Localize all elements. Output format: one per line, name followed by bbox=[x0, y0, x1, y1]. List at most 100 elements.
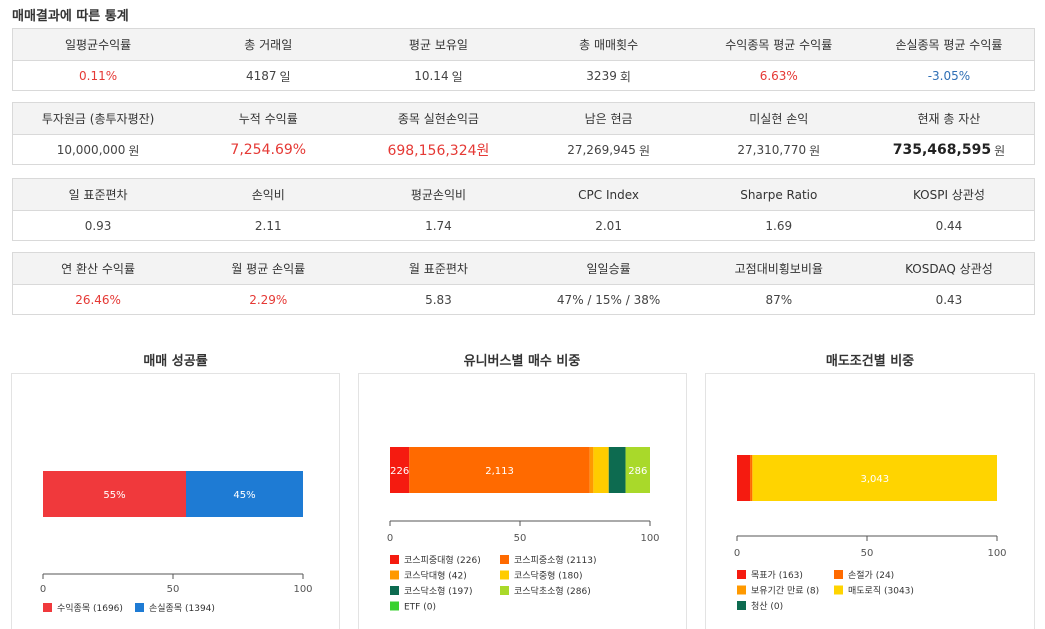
stat-value-cell: 0.44 bbox=[864, 211, 1034, 241]
stat-value: 7,254.69% bbox=[230, 142, 307, 158]
stat-value: 27,269,945 bbox=[567, 143, 636, 157]
stat-label: 월 평균 손익률 bbox=[231, 262, 306, 276]
stats-table-1: 일평균수익률 총 거래일 평균 보유일 총 매매횟수 수익종목 평균 수익률 손실종목 평… bbox=[12, 28, 1035, 91]
stat-label: 연 환산 수익률 bbox=[61, 262, 136, 276]
stat-value-cell: 3239 회 bbox=[524, 61, 694, 91]
legend-swatch bbox=[500, 586, 509, 595]
legend-label[interactable]: 코스피중소형 (2113) bbox=[514, 555, 596, 566]
bar-segment-5[interactable] bbox=[625, 447, 650, 493]
stats-header-row: 투자원금 (총투자평잔) 누적 수익률 종목 실현손익금 남은 현금 미실현 손익 현재 … bbox=[13, 103, 1034, 135]
stat-value-cell: 1.74 bbox=[353, 211, 523, 241]
stat-value-cell: 5.83 bbox=[353, 285, 523, 315]
x-tick-label: 100 bbox=[640, 533, 659, 544]
stat-value: -3.05% bbox=[927, 69, 971, 83]
legend-label[interactable]: 코스닥대형 (42) bbox=[404, 571, 467, 582]
x-tick-label: 50 bbox=[514, 533, 527, 544]
stat-unit: 원 bbox=[638, 143, 650, 158]
legend-label[interactable]: ETF (0) bbox=[404, 603, 436, 613]
stat-value: 698,156,324원 bbox=[387, 143, 490, 159]
stat-label: 손익비 bbox=[251, 188, 285, 202]
x-tick-label: 50 bbox=[167, 584, 180, 595]
legend-swatch bbox=[737, 570, 746, 579]
stat-value: 10.14 bbox=[414, 69, 449, 83]
bar-segment-0[interactable] bbox=[737, 455, 751, 501]
bar-segment-0[interactable] bbox=[43, 471, 186, 517]
stat-value: 87% bbox=[765, 293, 793, 307]
stat-label: 총 거래일 bbox=[244, 38, 293, 52]
stat-label: 평균손익비 bbox=[410, 188, 467, 202]
bar-segment-0[interactable] bbox=[390, 447, 410, 493]
stat-label: CPC Index bbox=[578, 187, 640, 202]
bar-segment-1[interactable] bbox=[409, 447, 590, 493]
stat-label: 남은 현금 bbox=[584, 112, 633, 126]
stat-value-cell: 2.11 bbox=[183, 211, 353, 241]
stat-value: 5.83 bbox=[425, 293, 452, 307]
stat-unit: 원 bbox=[994, 143, 1006, 158]
legend-label[interactable]: 손실종목 (1394) bbox=[149, 603, 215, 614]
x-tick-label: 50 bbox=[861, 548, 874, 559]
stat-value: 2.01 bbox=[595, 219, 622, 233]
legend-label[interactable]: 코스닥소형 (197) bbox=[404, 586, 472, 597]
data-label: 226 bbox=[390, 466, 409, 477]
stat-value-cell: 2.01 bbox=[524, 211, 694, 241]
stat-value: 0.43 bbox=[935, 293, 963, 307]
stat-value: 4187 bbox=[245, 69, 277, 83]
legend-swatch bbox=[390, 555, 399, 564]
legend-swatch bbox=[390, 570, 399, 580]
page-title: 매매결과에 따른 통계 bbox=[12, 9, 129, 24]
stats-value-row: 10,000,000 원 7,254.69% 698,156,324원 27,269,9… bbox=[13, 135, 1034, 165]
legend-label[interactable]: 보유기간 만료 (8) bbox=[751, 586, 819, 597]
stat-value: 6.63% bbox=[759, 69, 798, 83]
stats-value-row: 26.46% 2.29% 5.83 47% / 15% / 38% 87% 0.43 bbox=[13, 285, 1034, 315]
stat-label: 일 표준편차 bbox=[68, 188, 128, 202]
chart-title-universe-buy: 유니버스별 매수 비중 bbox=[463, 354, 581, 369]
legend-label[interactable]: 청산 (0) bbox=[751, 601, 783, 612]
legend-label[interactable]: 매도로직 (3043) bbox=[848, 586, 914, 597]
stat-label: 일일승률 bbox=[586, 262, 631, 276]
stat-value: 0.11% bbox=[79, 69, 118, 83]
stat-value: 0.44 bbox=[935, 219, 963, 233]
legend-label[interactable]: 코스피중대형 (226) bbox=[404, 555, 481, 566]
x-tick-label: 0 bbox=[40, 584, 46, 595]
legend-label[interactable]: 목표가 (163) bbox=[751, 570, 803, 581]
stat-value-cell: 0.93 bbox=[13, 211, 183, 241]
stat-unit: 일 bbox=[451, 69, 463, 84]
data-label: 2,113 bbox=[485, 466, 514, 477]
stat-value-cell: 10,000,000 원 bbox=[13, 135, 183, 165]
stat-value: 735,468,595 bbox=[892, 142, 992, 158]
stat-label: KOSDAQ 상관성 bbox=[905, 262, 993, 276]
stat-value-cell: -3.05% bbox=[864, 61, 1034, 91]
stat-value-cell: 1.69 bbox=[694, 211, 864, 241]
bar-segment-2[interactable] bbox=[752, 455, 753, 501]
bar-segment-1[interactable] bbox=[750, 455, 753, 501]
bar-segment-2[interactable] bbox=[589, 447, 594, 493]
data-label: 55% bbox=[103, 490, 125, 501]
stat-value-cell: 7,254.69% bbox=[183, 135, 353, 165]
stats-table-2: 투자원금 (총투자평잔) 누적 수익률 종목 실현손익금 남은 현금 미실현 손익 현재 … bbox=[12, 102, 1035, 165]
stat-label: Sharpe Ratio bbox=[740, 187, 818, 202]
legend-label[interactable]: 코스닥초소형 (286) bbox=[514, 586, 591, 597]
legend-label[interactable]: 손절가 (24) bbox=[848, 569, 894, 581]
stat-value-cell: 10.14 일 bbox=[353, 61, 523, 91]
legend-swatch bbox=[500, 570, 509, 580]
chart-panel-success-rate: 55% 45% 0 50 100 수익종목 (1696) 손실종목 (1394) bbox=[11, 373, 340, 629]
stat-label: 월 표준편차 bbox=[408, 262, 468, 276]
stat-value-cell: 4187 일 bbox=[183, 61, 353, 91]
x-tick-label: 100 bbox=[293, 584, 312, 595]
legend-label[interactable]: 수익종목 (1696) bbox=[57, 602, 123, 614]
bar-segment-1[interactable] bbox=[186, 471, 303, 517]
legend-label[interactable]: 코스닥중형 (180) bbox=[514, 571, 582, 582]
bar-segment-4[interactable] bbox=[608, 447, 626, 493]
data-label: 45% bbox=[233, 490, 255, 501]
stats-table-4: 연 환산 수익률 월 평균 손익률 월 표준편차 일일승률 고점대비횡보비율 KOSDAQ… bbox=[12, 252, 1035, 315]
legend-swatch bbox=[43, 603, 52, 612]
stats-value-row: 0.11% 4187 일 10.14 일 3239 회 6.63% -3.05% bbox=[13, 61, 1034, 91]
stat-label: KOSPI 상관성 bbox=[912, 188, 985, 202]
stat-value: 10,000,000 bbox=[56, 143, 126, 157]
bar-segment-3[interactable] bbox=[593, 447, 609, 493]
bar-segment-3[interactable] bbox=[752, 455, 997, 501]
stat-value-cell: 698,156,324원 bbox=[353, 135, 523, 165]
legend-swatch bbox=[737, 601, 746, 610]
stat-label: 투자원금 (총투자평잔) bbox=[41, 112, 155, 126]
stat-value-cell: 26.46% bbox=[13, 285, 183, 315]
